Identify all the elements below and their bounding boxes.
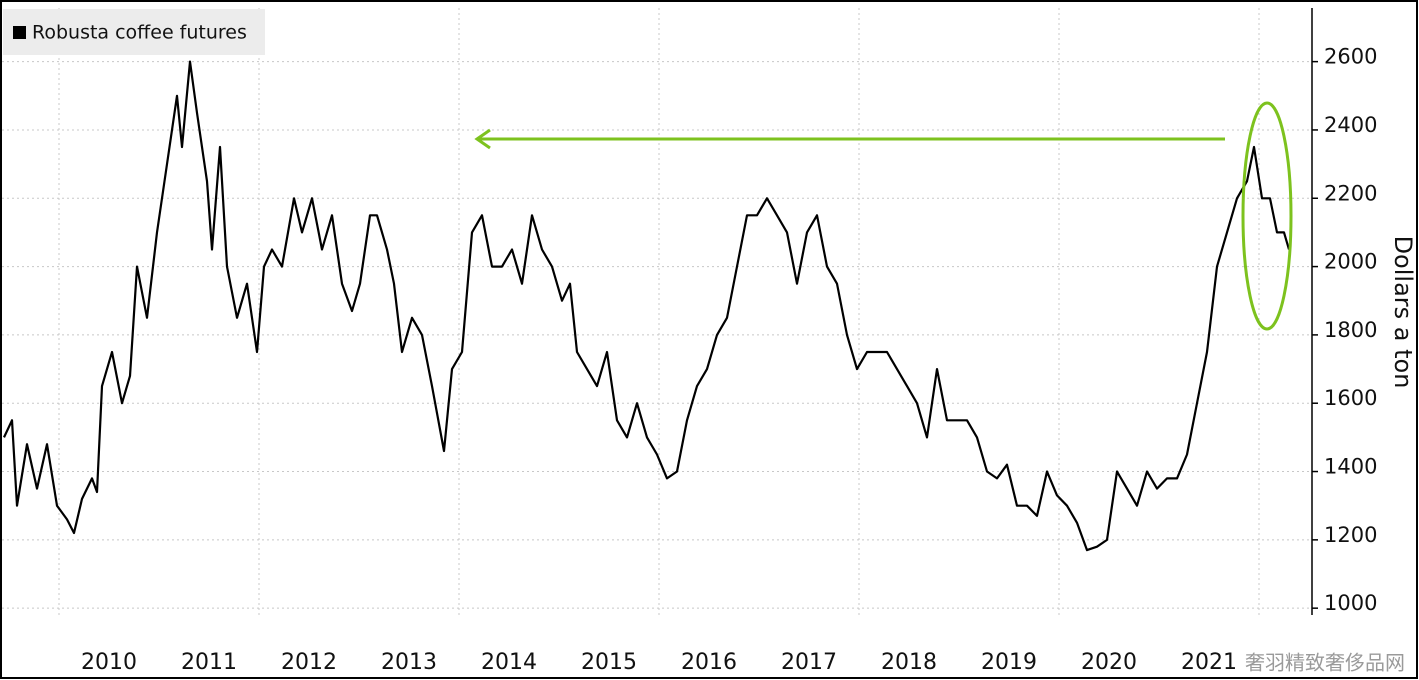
legend-box [3,9,265,55]
y-tick-label: 1400 [1324,455,1377,479]
x-tick-label: 2013 [381,650,437,675]
y-tick-label: 2400 [1324,113,1377,137]
x-tick-label: 2021 [1181,650,1237,675]
x-tick-label: 2017 [781,650,837,675]
legend: Robusta coffee futures [3,9,265,55]
watermark: 奢羽精致奢侈品网 [1245,651,1405,675]
y-tick-label: 1800 [1324,318,1377,342]
y-axis-label: Dollars a ton [1389,236,1417,389]
y-tick-label: 1000 [1324,591,1377,615]
legend-swatch [13,26,26,39]
x-tick-label: 2011 [181,650,237,675]
y-tick-label: 1200 [1324,523,1377,547]
x-tick-label: 2014 [481,650,537,675]
x-tick-label: 2018 [881,650,937,675]
x-tick-label: 2015 [581,650,637,675]
grid [2,8,1318,615]
legend-label: Robusta coffee futures [32,22,247,44]
y-tick-label: 2600 [1324,45,1377,69]
x-tick-label: 2010 [81,650,137,675]
arrow-head [474,128,491,150]
plot [3,60,1291,552]
price-line [3,60,1291,552]
y-tick-label: 1600 [1324,386,1377,410]
y-tick-label: 2200 [1324,181,1377,205]
y-tick-label: 2000 [1324,250,1377,274]
x-tick-label: 2016 [681,650,737,675]
x-tick-label: 2019 [981,650,1037,675]
annotation-ellipse [1241,101,1293,331]
x-tick-label: 2012 [281,650,337,675]
x-tick-label: 2020 [1081,650,1137,675]
